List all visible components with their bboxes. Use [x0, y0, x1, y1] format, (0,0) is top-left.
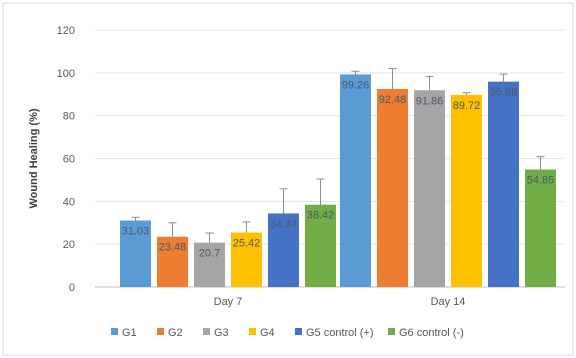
- bar-g2-day-14: [377, 88, 408, 288]
- bar-g5-control--day-7: [268, 213, 299, 287]
- y-tick-label: 100: [57, 68, 75, 80]
- bar-g1-day-7: [120, 220, 151, 287]
- legend-entry: G1: [122, 327, 137, 339]
- legend-swatch: [203, 328, 210, 335]
- bar-g6-control--day-7: [305, 204, 336, 287]
- bar-g4-day-7: [231, 232, 262, 287]
- legend-entry: G4: [260, 327, 275, 339]
- legend-entry: G6 control (-): [399, 327, 464, 339]
- data-label: 23.48: [159, 242, 187, 254]
- data-label: 91.86: [416, 95, 444, 107]
- legend-swatch: [111, 328, 118, 335]
- legend-swatch: [388, 328, 395, 335]
- data-label: 99.26: [342, 79, 370, 91]
- legend-swatch: [157, 328, 164, 335]
- bar-g1-day-14: [340, 74, 371, 287]
- bar-g3-day-7: [194, 242, 225, 287]
- legend-swatch: [295, 328, 302, 335]
- data-label: 38.42: [307, 210, 335, 222]
- data-label: 34.34: [270, 218, 298, 230]
- legend-entry: G2: [168, 327, 183, 339]
- data-label: 31.03: [122, 226, 150, 238]
- legend-entry: G5 control (+): [306, 327, 374, 339]
- y-tick-label: 60: [63, 154, 75, 166]
- y-tick-label: 20: [63, 239, 75, 251]
- data-label: 54.85: [527, 175, 555, 187]
- y-tick-label: 120: [57, 25, 75, 37]
- y-axis-title: Wound Healing (%): [28, 108, 40, 208]
- legend-swatch: [249, 328, 256, 335]
- y-tick-label: 40: [63, 196, 75, 208]
- data-label: 92.48: [379, 94, 407, 106]
- bar-g3-day-14: [414, 90, 445, 287]
- legend-entry: G3: [214, 327, 229, 339]
- bar-g2-day-7: [157, 236, 188, 287]
- x-tick-label: Day 7: [214, 296, 243, 308]
- x-tick-label: Day 14: [431, 296, 466, 308]
- data-label: 20.7: [199, 248, 220, 260]
- bar-g5-control--day-14: [488, 81, 519, 287]
- bar-g4-day-14: [451, 94, 482, 287]
- data-label: 89.72: [453, 100, 481, 112]
- data-label: 25.42: [233, 238, 261, 250]
- y-tick-label: 80: [63, 111, 75, 123]
- y-tick-label: 0: [69, 282, 75, 294]
- data-label: 95.88: [490, 87, 518, 99]
- bar-g6-control--day-14: [525, 169, 556, 287]
